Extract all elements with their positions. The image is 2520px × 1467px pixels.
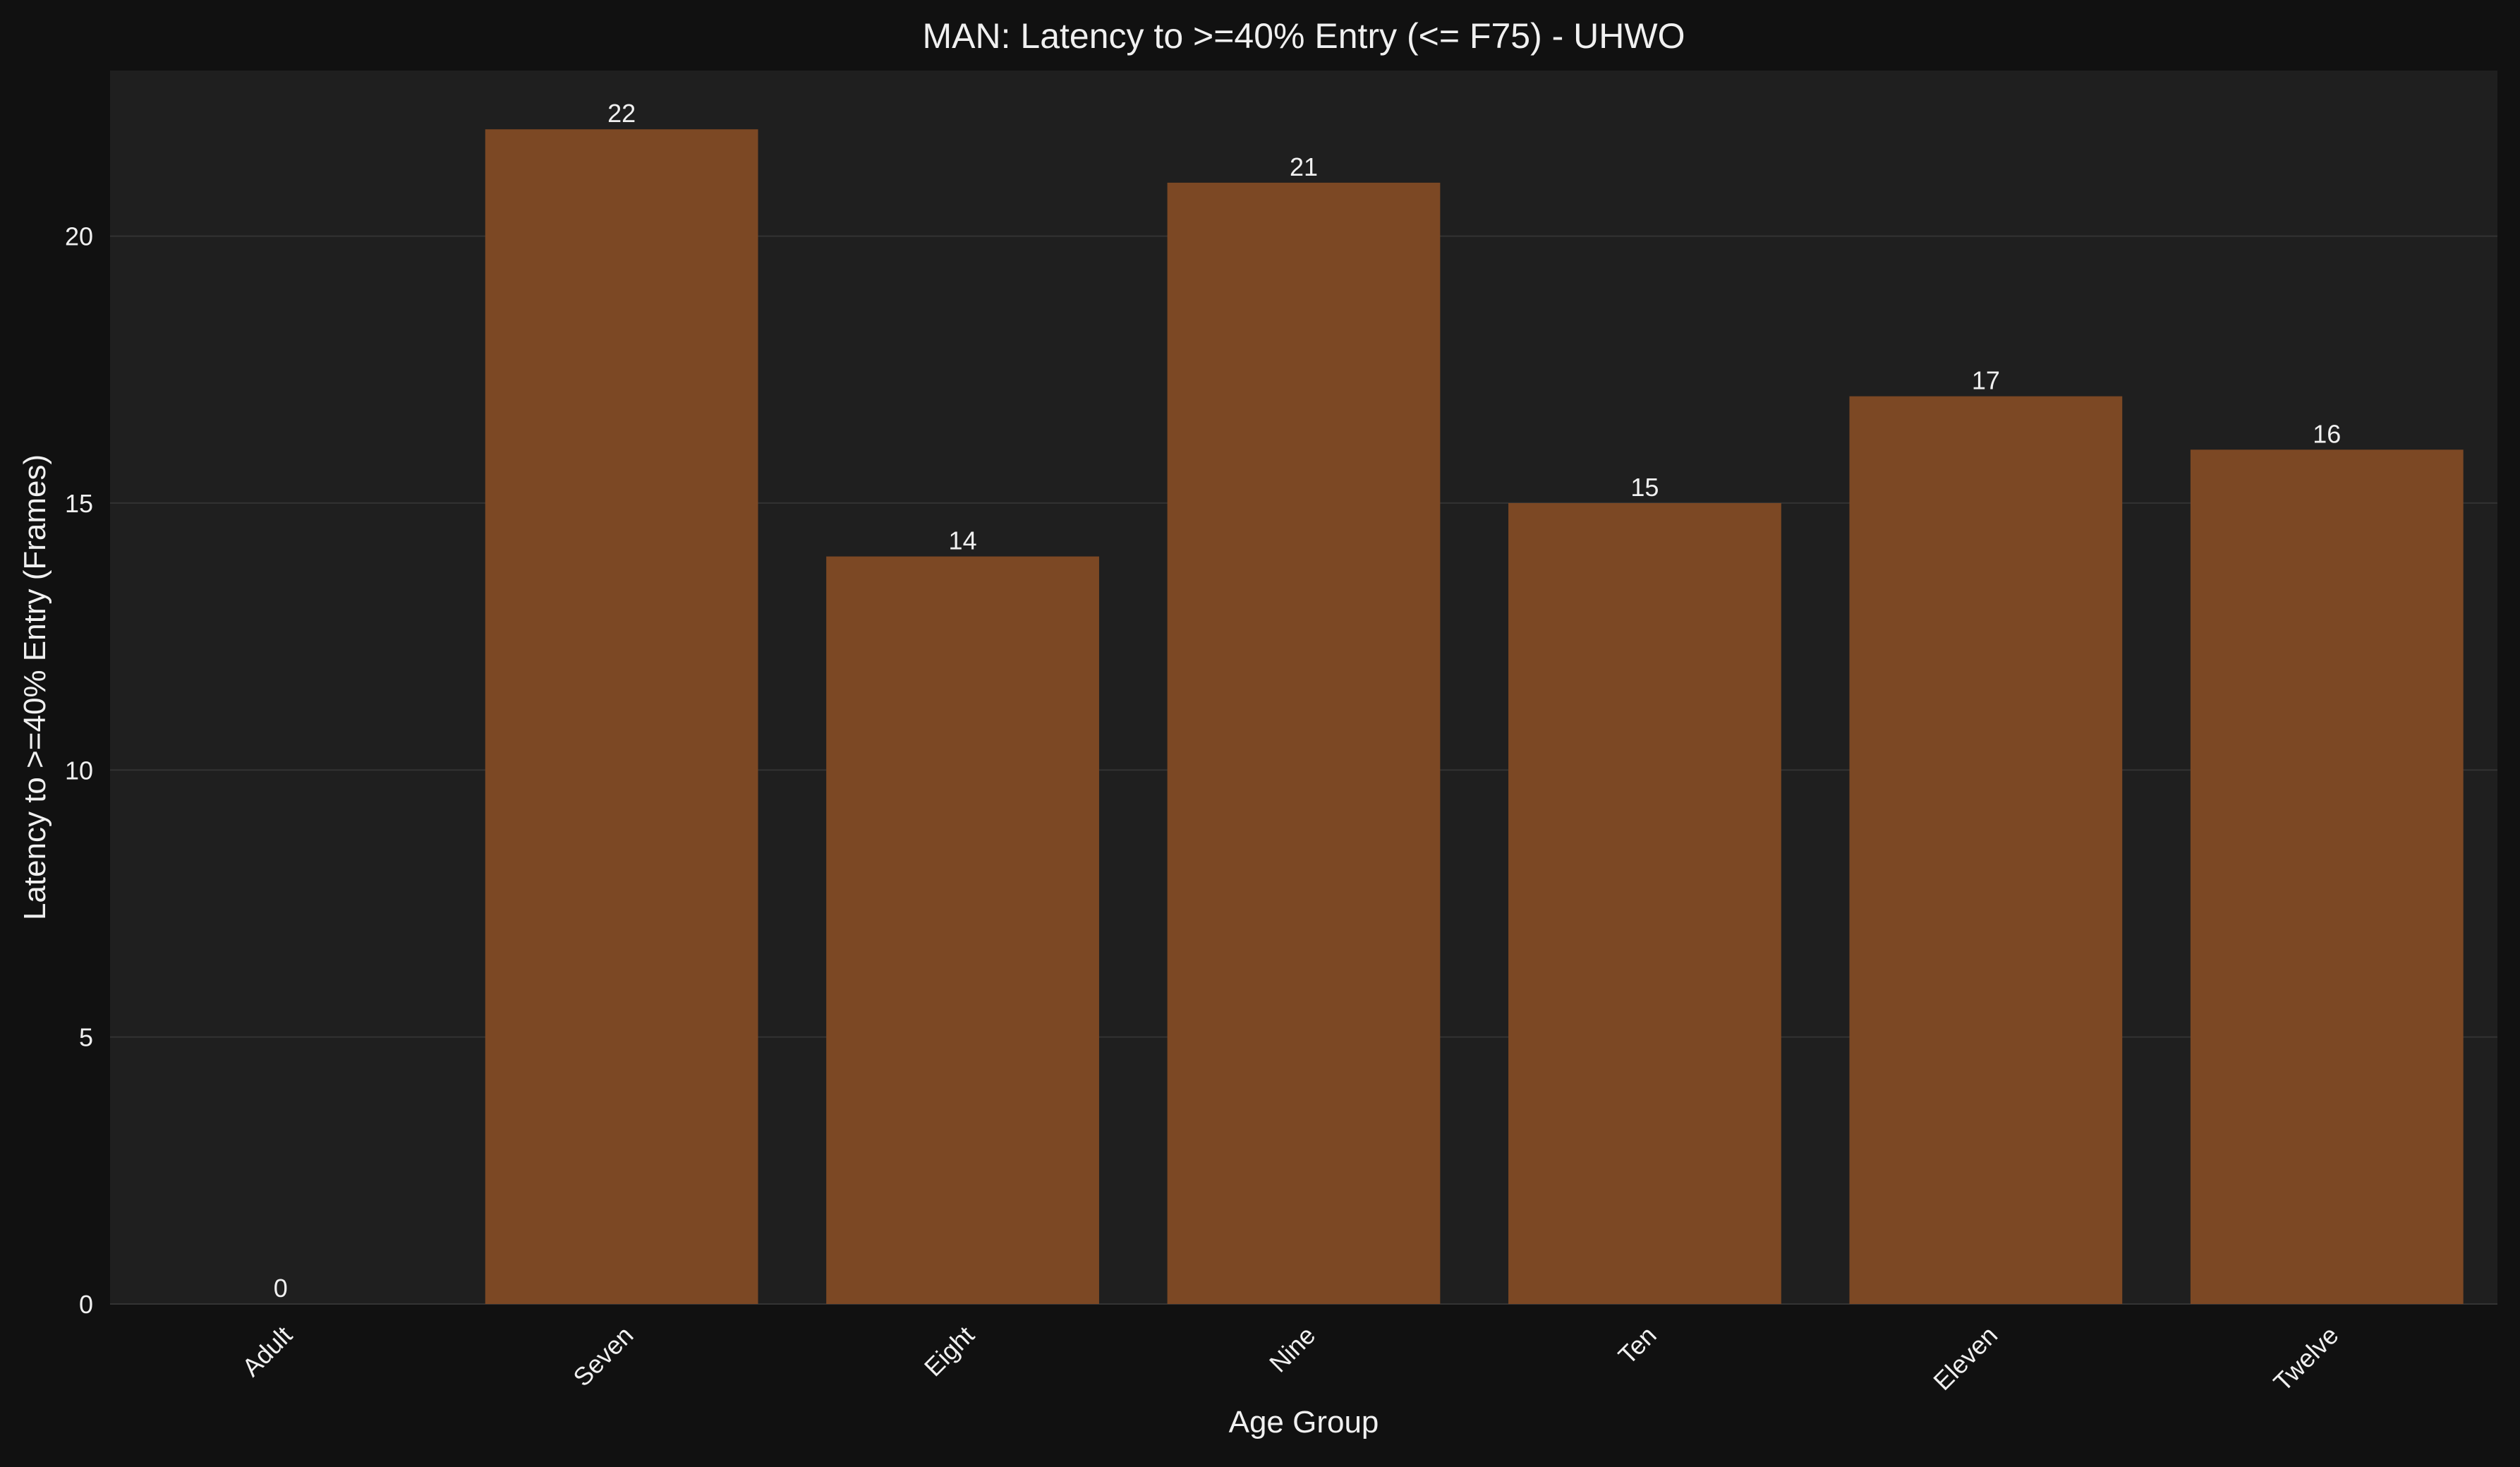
data-label: 17	[1972, 366, 2000, 395]
bars	[485, 129, 2464, 1305]
y-tick-label: 15	[65, 489, 93, 518]
x-axis-title: Age Group	[1229, 1405, 1379, 1439]
y-axis-ticks: 0 5 10 15 20	[65, 222, 93, 1319]
data-label: 0	[274, 1274, 288, 1303]
data-label: 21	[1290, 152, 1318, 181]
y-tick-label: 0	[79, 1290, 93, 1319]
y-tick-label: 10	[65, 756, 93, 785]
x-tick-label: Nine	[1264, 1320, 1321, 1377]
bar-ten	[1508, 502, 1781, 1304]
bar-seven	[485, 129, 758, 1305]
x-tick-label: Adult	[236, 1320, 298, 1382]
x-tick-label: Twelve	[2267, 1320, 2344, 1396]
bar-eight	[826, 556, 1099, 1304]
data-label: 22	[607, 99, 636, 128]
data-label: 16	[2313, 419, 2341, 448]
bar-nine	[1167, 182, 1441, 1305]
x-tick-label: Eight	[919, 1320, 980, 1382]
x-tick-label: Eleven	[1927, 1320, 2003, 1396]
chart-title: MAN: Latency to >=40% Entry (<= F75) - U…	[923, 16, 1685, 56]
y-tick-label: 5	[79, 1023, 93, 1052]
bar-twelve	[2190, 449, 2464, 1304]
bar-eleven	[1849, 396, 2123, 1305]
y-axis-title: Latency to >=40% Entry (Frames)	[18, 454, 52, 920]
x-axis-ticks: Adult Seven Eight Nine Ten Eleven Twelve	[236, 1320, 2344, 1396]
y-tick-label: 20	[65, 222, 93, 251]
x-tick-label: Seven	[567, 1320, 638, 1391]
data-label: 15	[1630, 473, 1659, 502]
data-labels: 0 22 14 21 15 17 16	[274, 99, 2342, 1303]
x-tick-label: Ten	[1613, 1320, 1662, 1370]
data-label: 14	[949, 526, 977, 555]
